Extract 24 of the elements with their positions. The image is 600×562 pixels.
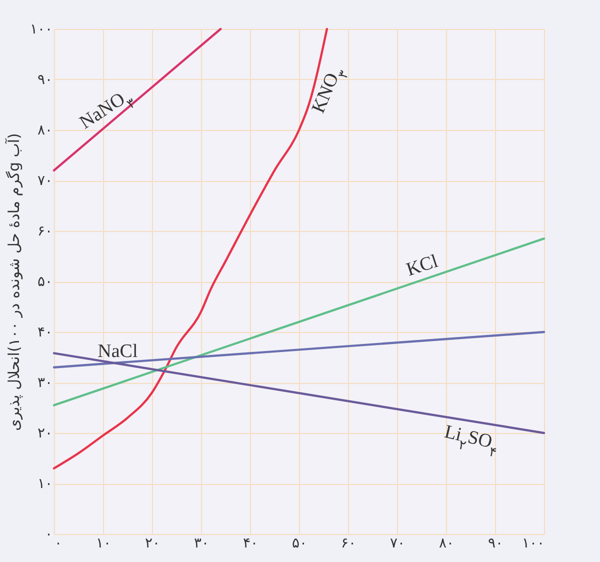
x-tick-label: ۶۰: [340, 536, 356, 552]
text: KCl: [404, 250, 441, 281]
series-label: NaCl: [98, 340, 138, 362]
y-tick-label: ۴۰: [37, 324, 52, 340]
x-tick-label: ۵۰: [292, 536, 308, 552]
x-tick-label: ۰: [54, 536, 62, 552]
x-tick-label: ۷۰: [390, 536, 406, 552]
y-tick-label: ۱۰۰: [30, 22, 52, 38]
y-tick-label: ۷۰: [37, 173, 52, 189]
y-tick-label: ۵۰: [37, 274, 52, 290]
x-tick-label: ۴۰: [242, 536, 258, 552]
y-tick-label: ۹۰: [37, 72, 52, 88]
x-tick-label: ۱۰: [96, 536, 112, 552]
y-axis-title: انحلال پذیری(گرم مادهٔ حل شونده در ۱۰۰g آب): [4, 133, 23, 431]
x-tick-label: ۹۰: [488, 536, 504, 552]
y-tick-label: ۸۰: [37, 122, 52, 138]
y-tick-label: ۶۰: [37, 224, 52, 240]
y-tick-label: ۲۰: [37, 426, 52, 442]
x-tick-label: ۸۰: [438, 536, 454, 552]
y-tick-label: ۱۰: [37, 476, 52, 492]
x-tick-label: ۳۰: [194, 536, 210, 552]
y-tick-label: ۳۰: [37, 375, 52, 391]
x-tick-label: ۲۰: [144, 536, 160, 552]
x-tick-label: ۱۰۰: [522, 536, 544, 552]
